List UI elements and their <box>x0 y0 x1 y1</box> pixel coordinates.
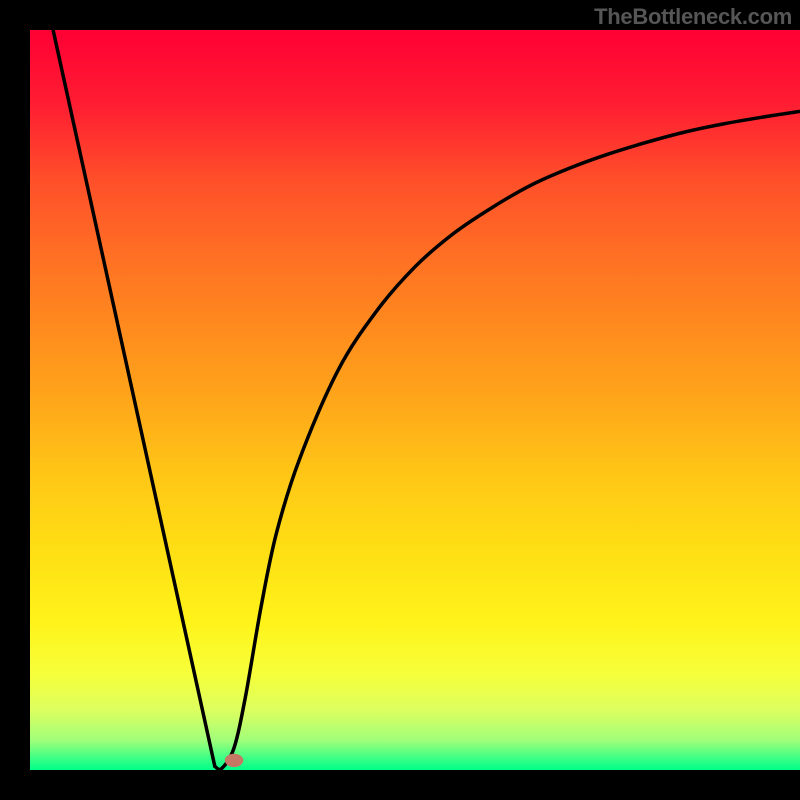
gradient-rect <box>30 30 800 770</box>
gradient-background <box>30 30 800 770</box>
watermark-text: TheBottleneck.com <box>594 4 792 30</box>
plot-area <box>30 30 800 770</box>
